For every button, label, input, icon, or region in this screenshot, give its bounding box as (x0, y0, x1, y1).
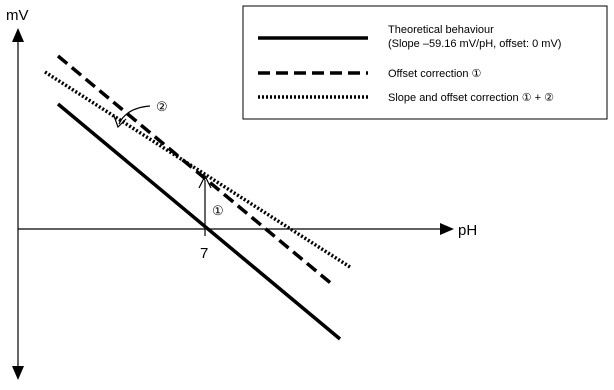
x-axis-arrow-icon (440, 223, 454, 235)
legend-box (242, 5, 608, 120)
legend-item-theoretical: Theoretical behaviour (Slope –59.16 mV/p… (258, 24, 561, 50)
y-axis-up-arrow-icon (12, 28, 24, 42)
y-axis-down-arrow-icon (12, 366, 24, 380)
legend: Theoretical behaviour (Slope –59.16 mV/p… (242, 5, 608, 120)
legend-offset-label: Offset correction ① (388, 68, 482, 80)
theoretical-line (56, 102, 342, 341)
offset-correction-line (56, 54, 335, 287)
slope-arrow: ② (113, 99, 168, 129)
x-axis: pH 7 (18, 222, 477, 262)
legend-item-slope-offset: Slope and offset correction ① + ② (258, 92, 554, 104)
legend-slope-offset-label: Slope and offset correction ① + ② (388, 92, 554, 104)
offset-arrowhead-icon (198, 174, 212, 189)
slope-offset-correction-line (44, 70, 351, 269)
slope-arrowhead-icon (113, 115, 127, 129)
y-axis-label: mV (6, 7, 29, 24)
legend-theoretical-line1: Theoretical behaviour (388, 24, 494, 36)
offset-arrow-label: ① (212, 203, 224, 218)
x-tick-label: 7 (200, 245, 208, 262)
legend-theoretical-line2: (Slope –59.16 mV/pH, offset: 0 mV) (388, 38, 561, 50)
legend-item-offset: Offset correction ① (258, 68, 482, 80)
offset-arrow: ① (198, 174, 224, 222)
y-axis: mV (6, 7, 29, 380)
x-axis-label: pH (458, 222, 477, 239)
slope-arrow-label: ② (156, 99, 168, 114)
